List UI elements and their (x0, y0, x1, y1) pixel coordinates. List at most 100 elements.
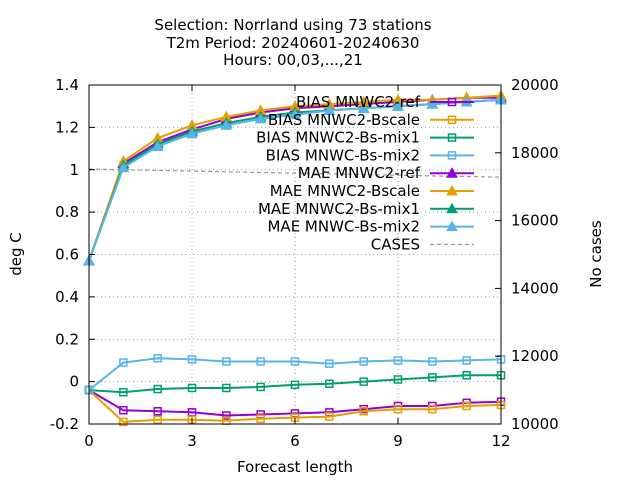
data-point (153, 415, 162, 425)
x-tick-label: 0 (84, 432, 94, 450)
data-point (256, 414, 265, 423)
legend-label: CASES (371, 235, 420, 253)
series-8 (88, 168, 502, 178)
legend-item: BIAS MNWC2-ref (296, 93, 474, 111)
y-tick-label: 0.4 (55, 288, 79, 306)
legend-label: BIAS MNWC2-Bs-mix1 (256, 129, 420, 147)
y2-tick-label: 14000 (511, 279, 559, 297)
y2-tick-label: 20000 (511, 76, 559, 94)
data-point (153, 354, 162, 363)
y-axis-label: deg C (7, 232, 25, 276)
legend-item: MAE MNWC2-Bs-mix1 (258, 200, 474, 218)
data-point (119, 358, 128, 367)
data-point (290, 380, 300, 390)
series-2 (84, 371, 506, 397)
data-point (119, 387, 128, 397)
x-axis-label: Forecast length (237, 458, 353, 476)
legend-label: BIAS MNWC-Bs-mix2 (266, 146, 420, 164)
legend-marker (446, 220, 458, 232)
legend-label: MAE MNWC2-ref (298, 164, 421, 182)
chart-title: Selection: Norrland using 73 stations T2… (154, 16, 431, 69)
y2-tick-label: 18000 (511, 144, 559, 162)
y-tick-label: 1.4 (55, 76, 79, 94)
data-point (187, 383, 197, 393)
legend-item: BIAS MNWC2-Bscale (268, 111, 474, 129)
data-point (426, 98, 439, 109)
x-tick-label: 3 (187, 432, 197, 450)
data-point (119, 405, 128, 415)
series-line (88, 389, 502, 423)
legend-marker (447, 151, 457, 160)
data-point (220, 119, 233, 130)
data-point (428, 404, 437, 414)
series-line (88, 374, 501, 394)
y-tick-label: 0.2 (55, 330, 79, 348)
y2-axis-label: No cases (587, 220, 605, 288)
legend-item: MAE MNWC2-Bscale (270, 182, 474, 200)
x-tick-label: 9 (393, 432, 403, 450)
legend-marker (447, 97, 457, 107)
legend-marker (447, 133, 457, 142)
data-point (462, 371, 471, 380)
y-tick-label: 1.2 (55, 118, 79, 136)
data-point (325, 359, 334, 368)
data-point (428, 373, 437, 382)
legend-item: MAE MNWC2-ref (298, 164, 474, 182)
data-point (153, 384, 162, 394)
series-layer (83, 89, 507, 427)
chart-title-line-2: T2m Period: 20240601-20240630 (166, 34, 420, 52)
data-point (256, 382, 265, 392)
data-point (462, 401, 471, 411)
legend-item: BIAS MNWC2-Bs-mix1 (256, 129, 474, 147)
y2-tick-label: 12000 (511, 347, 559, 365)
legend-item: CASES (371, 235, 474, 253)
data-point (187, 355, 197, 364)
data-point (119, 417, 128, 427)
legend-label: MAE MNWC2-Bscale (270, 182, 420, 200)
data-point (392, 100, 404, 111)
data-point (290, 357, 300, 366)
legend-marker (446, 184, 458, 196)
data-point (325, 379, 334, 388)
legend-marker (446, 167, 458, 178)
data-point (359, 377, 368, 386)
data-point (359, 357, 368, 366)
data-point (393, 404, 403, 414)
legend-item: BIAS MNWC-Bs-mix2 (266, 146, 474, 164)
data-point (462, 356, 471, 365)
data-point (222, 383, 231, 393)
chart-title-line-3: Hours: 00,03,...,21 (223, 51, 363, 69)
data-point (222, 357, 231, 366)
grid (89, 85, 501, 424)
legend-marker (447, 115, 457, 125)
legend-label: BIAS MNWC2-Bscale (268, 111, 420, 129)
data-point (254, 112, 267, 124)
data-point (428, 357, 437, 366)
data-point (359, 407, 368, 416)
legend-label: MAE MNWC-Bs-mix2 (267, 218, 420, 236)
legend-item: MAE MNWC-Bs-mix2 (267, 218, 474, 236)
data-point (357, 102, 370, 113)
data-point (256, 357, 265, 366)
data-point (186, 127, 198, 139)
series-line (88, 168, 502, 178)
y-tick-label: 0 (69, 373, 79, 391)
axes: 0 3 6 9 12 -0.2 0 0.2 0.4 0.6 0.8 1 1.2 1.4 10000 12000… (50, 76, 559, 450)
legend-label: BIAS MNWC2-ref (296, 93, 421, 111)
y2-tick-label: 10000 (511, 415, 559, 433)
y2-tick-label: 16000 (511, 212, 559, 230)
series-line (88, 357, 502, 391)
y-tick-label: 0.6 (55, 246, 79, 264)
y-tick-label: 0.8 (55, 203, 79, 221)
data-point (153, 407, 162, 416)
data-point (325, 412, 334, 421)
data-point (151, 140, 164, 151)
legend-marker (446, 202, 458, 214)
y-tick-label: 1 (69, 161, 79, 179)
data-point (323, 104, 336, 115)
data-point (289, 108, 301, 120)
data-point (222, 411, 231, 420)
x-tick-label: 12 (491, 432, 510, 450)
legend-label: MAE MNWC2-Bs-mix1 (258, 200, 420, 218)
